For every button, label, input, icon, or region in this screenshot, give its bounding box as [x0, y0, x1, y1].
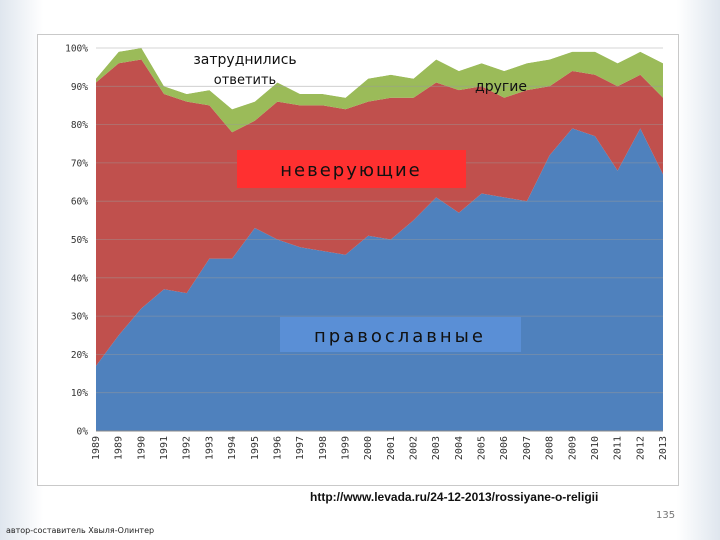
x-tick-label: 2013 — [658, 436, 669, 460]
x-tick-label: 2010 — [590, 436, 601, 460]
x-tick-label: 2000 — [363, 436, 374, 460]
source-url[interactable]: http://www.levada.ru/24-12-2013/rossiyan… — [310, 490, 599, 504]
y-tick-label: 10% — [71, 388, 88, 399]
x-tick-label: 2007 — [522, 436, 533, 460]
x-tick-label: 2001 — [386, 436, 397, 460]
y-tick-label: 50% — [71, 235, 88, 246]
y-tick-label: 40% — [71, 273, 88, 284]
x-tick-label: 2006 — [499, 436, 510, 460]
y-tick-label: 70% — [71, 158, 88, 169]
x-tick-label: 1997 — [295, 436, 306, 460]
x-tick-label: 1993 — [204, 436, 215, 460]
x-tick-label: 2002 — [409, 436, 420, 460]
x-tick-label: 1998 — [318, 436, 329, 460]
undecided-label-line2: ответить — [214, 73, 276, 88]
x-tick-label: 2012 — [635, 436, 646, 460]
x-tick-label: 2011 — [613, 436, 624, 460]
x-tick-label: 1994 — [227, 436, 238, 460]
page-number: 135 — [656, 510, 676, 521]
series-area-3 — [96, 48, 663, 133]
y-tick-label: 100% — [65, 44, 88, 55]
x-tick-label: 1996 — [272, 436, 283, 460]
x-tick-label: 1989 — [91, 436, 102, 460]
y-tick-label: 60% — [71, 197, 88, 208]
nonbelievers-label: неверующие — [280, 160, 421, 181]
author-credit: автор-составитель Хвыля-Олинтер — [6, 526, 155, 535]
x-tick-label: 1995 — [250, 436, 261, 460]
x-tick-label: 2004 — [454, 436, 465, 460]
x-tick-label: 1999 — [340, 436, 351, 460]
y-tick-label: 0% — [77, 427, 89, 438]
x-tick-label: 2003 — [431, 436, 442, 460]
x-tick-label: 2008 — [545, 436, 556, 460]
y-tick-label: 90% — [71, 82, 88, 93]
series-area-4 — [96, 48, 663, 110]
series-area-1 — [96, 128, 663, 431]
others-label: другие — [475, 79, 527, 95]
x-tick-label: 1989 — [114, 436, 125, 460]
x-tick-label: 2009 — [567, 436, 578, 460]
orthodox-label: православные — [314, 326, 486, 347]
y-tick-label: 20% — [71, 350, 88, 361]
y-tick-label: 80% — [71, 120, 88, 131]
x-tick-label: 1991 — [159, 436, 170, 460]
x-tick-label: 1990 — [136, 436, 147, 460]
x-tick-label: 1992 — [182, 436, 193, 460]
nonbelievers-label-box — [237, 150, 466, 188]
y-tick-label: 30% — [71, 312, 88, 323]
x-tick-label: 2005 — [477, 436, 488, 460]
orthodox-label-box — [280, 317, 521, 352]
series-area-2 — [96, 59, 663, 366]
undecided-label-line1: затруднились — [193, 52, 296, 68]
